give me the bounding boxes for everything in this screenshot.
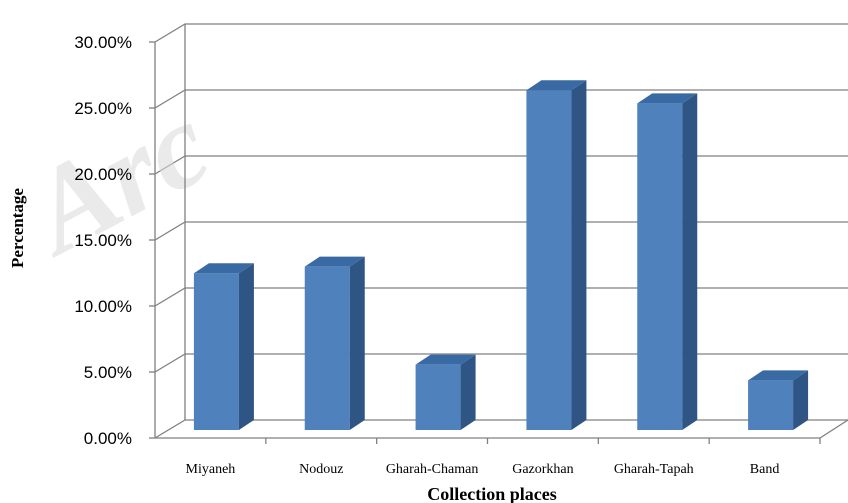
y-tick-label: 25.00% xyxy=(74,99,132,118)
bar xyxy=(526,80,587,431)
x-tick-label: Gharah-Tapah xyxy=(614,462,694,477)
bar-front xyxy=(526,90,572,431)
bar-front xyxy=(415,364,461,430)
bar-top xyxy=(193,263,254,274)
gridline xyxy=(154,287,848,307)
bar xyxy=(415,354,476,430)
x-tick-label: Miyaneh xyxy=(186,462,236,477)
bars xyxy=(193,80,809,431)
bar-front xyxy=(193,273,239,430)
x-tick-label: Band xyxy=(750,462,780,477)
bar-side xyxy=(571,80,587,431)
gridline xyxy=(154,155,848,175)
y-tick-labels: 0.00% 5.00% 10.00% 15.00% 20.00% 25.00% 30.00% xyxy=(74,33,132,448)
bar xyxy=(637,93,698,430)
bar-top xyxy=(637,93,698,104)
gridline xyxy=(154,353,848,373)
bar-side xyxy=(682,93,698,430)
y-tick-label: 5.00% xyxy=(84,363,132,382)
x-tick-label: Gazorkhan xyxy=(512,462,573,477)
bar-side xyxy=(238,263,254,430)
x-tick-labels: Miyaneh Nodouz Gharah-Chaman Gazorkhan Ghara… xyxy=(186,462,780,477)
bar xyxy=(304,256,365,430)
bar-side xyxy=(793,370,809,430)
bar-front xyxy=(748,380,794,430)
bar xyxy=(193,263,254,430)
x-axis-label: Collection places xyxy=(427,484,556,503)
gridline xyxy=(154,419,848,439)
bar-top xyxy=(415,354,476,365)
gridline xyxy=(154,221,848,241)
bar-top xyxy=(526,80,587,91)
gridline xyxy=(154,23,848,43)
bar-top xyxy=(304,256,365,267)
x-tick-label: Nodouz xyxy=(299,462,343,477)
y-tick-label: 0.00% xyxy=(84,429,132,448)
bar-side xyxy=(349,256,365,430)
floor-right-edge xyxy=(819,419,848,439)
bar-side xyxy=(460,354,476,430)
x-tick-label: Gharah-Chaman xyxy=(386,462,479,477)
y-tick-label: 10.00% xyxy=(74,297,132,316)
bar-front xyxy=(304,266,350,430)
y-tick-label: 20.00% xyxy=(74,165,132,184)
bar xyxy=(748,370,809,430)
y-axis-label: Percentage xyxy=(8,188,27,268)
y-tick-label: 15.00% xyxy=(74,231,132,250)
bar-front xyxy=(637,103,683,430)
y-tick-label: 30.00% xyxy=(74,33,132,52)
gridlines xyxy=(154,23,848,439)
bar-top xyxy=(748,370,809,381)
axes xyxy=(149,24,848,444)
gridline xyxy=(154,89,848,109)
